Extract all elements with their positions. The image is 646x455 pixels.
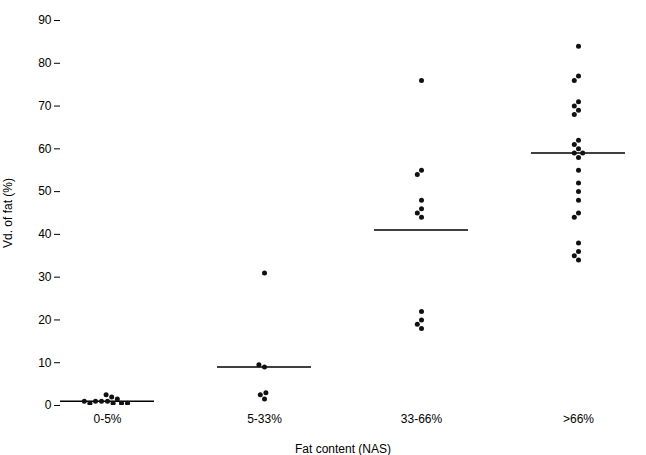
svg-text:Fat content (NAS): Fat content (NAS) bbox=[295, 442, 391, 455]
svg-text:Vd. of fat (%): Vd. of fat (%) bbox=[1, 178, 15, 248]
svg-text:33-66%: 33-66% bbox=[401, 412, 443, 426]
svg-text:80: 80 bbox=[38, 56, 52, 70]
svg-text:30: 30 bbox=[38, 270, 52, 284]
svg-text:>66%: >66% bbox=[563, 412, 594, 426]
svg-text:50: 50 bbox=[38, 184, 52, 198]
svg-text:5-33%: 5-33% bbox=[247, 412, 282, 426]
svg-text:70: 70 bbox=[38, 99, 52, 113]
svg-text:10: 10 bbox=[38, 356, 52, 370]
svg-text:60: 60 bbox=[38, 142, 52, 156]
svg-text:20: 20 bbox=[38, 313, 52, 327]
svg-text:0: 0 bbox=[45, 398, 52, 412]
svg-text:0-5%: 0-5% bbox=[93, 412, 121, 426]
svg-text:40: 40 bbox=[38, 227, 52, 241]
svg-text:90: 90 bbox=[38, 13, 52, 27]
